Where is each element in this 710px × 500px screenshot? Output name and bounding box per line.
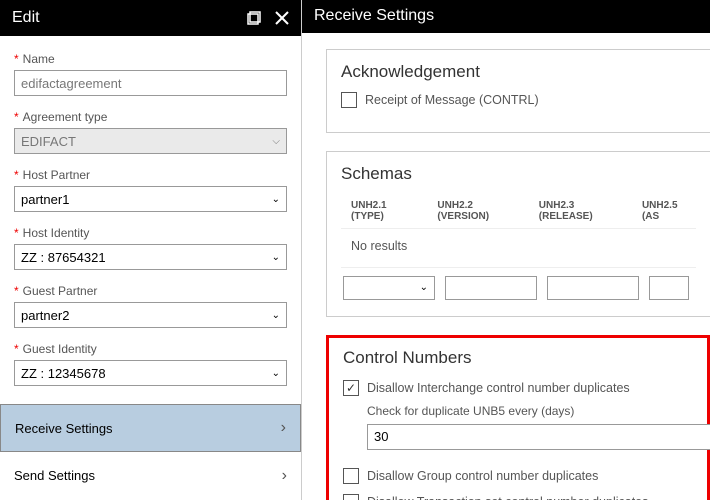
dropdown-guest-partner[interactable]: partner2 ⌄ [14, 302, 287, 328]
field-guest-partner: * Guest Partner partner2 ⌄ [14, 284, 287, 328]
close-icon[interactable] [275, 11, 289, 25]
section-title-control: Control Numbers [343, 348, 693, 368]
dropdown-value: ZZ : 87654321 [21, 250, 106, 265]
required-star: * [14, 110, 19, 124]
col-unh23: UNH2.3 (RELEASE) [539, 200, 612, 222]
field-guest-identity: * Guest Identity ZZ : 12345678 ⌄ [14, 342, 287, 386]
required-star: * [14, 168, 19, 182]
label-agreement-type: Agreement type [23, 110, 108, 124]
schema-dropdown-type[interactable]: ⌄ [343, 276, 435, 300]
required-star: * [14, 342, 19, 356]
chevron-right-icon: › [281, 419, 286, 437]
nav-label: Receive Settings [15, 421, 113, 436]
checkbox-disallow-transaction[interactable] [343, 494, 359, 500]
schema-input-version[interactable] [445, 276, 537, 300]
dropdown-value: ZZ : 12345678 [21, 366, 106, 381]
col-unh22: UNH2.2 (VERSION) [437, 200, 508, 222]
section-acknowledgement: Acknowledgement Receipt of Message (CONT… [326, 49, 710, 133]
edit-panel-title: Edit [12, 9, 40, 27]
chevron-down-icon: ⌄ [272, 310, 280, 321]
nav-send-settings[interactable]: Send Settings › [0, 452, 301, 500]
label-disallow-transaction: Disallow Transaction set control number … [367, 495, 648, 500]
field-name: * Name [14, 52, 287, 96]
col-unh21: UNH2.1 (TYPE) [351, 200, 407, 222]
nav-label: Send Settings [14, 468, 95, 483]
checkbox-disallow-interchange[interactable] [343, 380, 359, 396]
required-star: * [14, 284, 19, 298]
label-name: Name [23, 52, 55, 66]
schema-no-results: No results [341, 228, 696, 268]
field-host-partner: * Host Partner partner1 ⌄ [14, 168, 287, 212]
dropdown-value: EDIFACT [21, 134, 76, 149]
section-title-schemas: Schemas [341, 164, 696, 184]
dropdown-agreement-type[interactable]: EDIFACT ⌵ [14, 128, 287, 154]
dropdown-guest-identity[interactable]: ZZ : 12345678 ⌄ [14, 360, 287, 386]
label-host-partner: Host Partner [23, 168, 90, 182]
label-check-duplicate-days: Check for duplicate UNB5 every (days) [367, 404, 693, 418]
schema-input-as[interactable] [649, 276, 689, 300]
checkbox-disallow-group[interactable] [343, 468, 359, 484]
nav-receive-settings[interactable]: Receive Settings › [0, 404, 301, 452]
col-unh25: UNH2.5 (AS [642, 200, 686, 222]
label-disallow-interchange: Disallow Interchange control number dupl… [367, 381, 630, 395]
section-control-numbers: Control Numbers Disallow Interchange con… [326, 335, 710, 500]
input-name[interactable] [14, 70, 287, 96]
section-title-ack: Acknowledgement [341, 62, 696, 82]
chevron-down-icon: ⌵ [272, 136, 280, 147]
edit-panel: Edit * Name * Agreement type EDIFACT ⌵ * Ho… [0, 0, 302, 500]
label-guest-partner: Guest Partner [23, 284, 98, 298]
chevron-right-icon: › [282, 467, 287, 485]
receive-settings-panel: Receive Settings Acknowledgement Receipt… [302, 0, 710, 500]
section-schemas: Schemas UNH2.1 (TYPE) UNH2.2 (VERSION) U… [326, 151, 710, 317]
chevron-down-icon: ⌄ [272, 252, 280, 263]
chevron-down-icon: ⌄ [272, 368, 280, 379]
receive-settings-header: Receive Settings [302, 0, 710, 33]
dropdown-value: partner1 [21, 192, 69, 207]
label-receipt-of-message: Receipt of Message (CONTRL) [365, 93, 539, 107]
label-guest-identity: Guest Identity [23, 342, 97, 356]
field-host-identity: * Host Identity ZZ : 87654321 ⌄ [14, 226, 287, 270]
dropdown-host-partner[interactable]: partner1 ⌄ [14, 186, 287, 212]
chevron-down-icon: ⌄ [272, 194, 280, 205]
input-duplicate-days[interactable] [367, 424, 710, 450]
restore-icon[interactable] [247, 11, 261, 25]
label-host-identity: Host Identity [23, 226, 90, 240]
field-agreement-type: * Agreement type EDIFACT ⌵ [14, 110, 287, 154]
schema-table-header: UNH2.1 (TYPE) UNH2.2 (VERSION) UNH2.3 (R… [341, 194, 696, 228]
schema-input-release[interactable] [547, 276, 639, 300]
required-star: * [14, 226, 19, 240]
dropdown-host-identity[interactable]: ZZ : 87654321 ⌄ [14, 244, 287, 270]
checkbox-receipt-of-message[interactable] [341, 92, 357, 108]
required-star: * [14, 52, 19, 66]
receive-settings-title: Receive Settings [314, 7, 434, 25]
label-disallow-group: Disallow Group control number duplicates [367, 469, 598, 483]
chevron-down-icon: ⌄ [420, 282, 428, 293]
edit-panel-header: Edit [0, 0, 301, 36]
dropdown-value: partner2 [21, 308, 69, 323]
